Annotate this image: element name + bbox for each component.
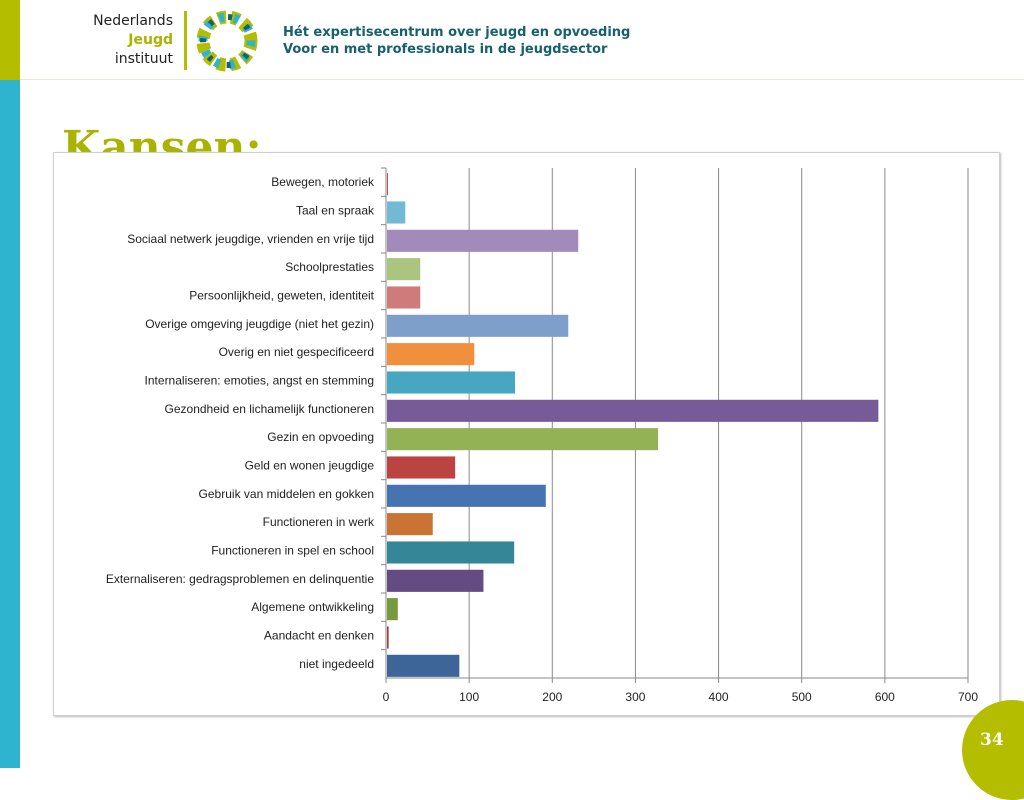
bar <box>387 428 659 451</box>
bar <box>387 569 484 592</box>
y-category-label: Geld en wonen jeugdige <box>245 459 375 473</box>
logo-emblem-icon <box>196 10 258 72</box>
bar <box>387 541 515 564</box>
chart-container: 0 100 200 300 400 500 600 700 Bewegen, motoriek T… <box>53 152 1000 716</box>
y-category-label: Gezondheid en lichamelijk functioneren <box>165 402 374 416</box>
y-category-label: Functioneren in spel en school <box>211 544 374 558</box>
bar <box>387 456 456 479</box>
bar <box>387 286 421 309</box>
y-category-label: Bewegen, motoriek <box>271 175 375 189</box>
x-tick-label: 100 <box>459 690 479 704</box>
x-tick-label: 200 <box>542 690 562 704</box>
x-tick-label: 300 <box>625 690 645 704</box>
x-tick-label: 0 <box>383 690 390 704</box>
y-category-label: Schoolprestaties <box>285 260 374 274</box>
logo-text: Nederlands Jeugd instituut <box>80 12 173 69</box>
y-category-label: Gebruik van middelen en gokken <box>199 487 374 501</box>
y-category-label: Functioneren in werk <box>263 515 375 529</box>
y-category-label: Algemene ontwikkeling <box>251 600 374 614</box>
bar <box>387 513 433 536</box>
tagline-line: Voor en met professionals in de jeugdsec… <box>283 42 608 57</box>
logo-divider <box>184 11 187 70</box>
y-category-label: Taal en spraak <box>296 204 375 218</box>
y-category-label: Overige omgeving jeugdige (niet het gezi… <box>145 317 374 331</box>
header-divider <box>20 79 1024 80</box>
bar <box>387 229 579 252</box>
y-category-label: Internaliseren: emoties, angst en stemmi… <box>145 374 374 388</box>
bar <box>387 314 569 337</box>
y-category-label: Sociaal netwerk jeugdige, vrienden en vr… <box>127 232 374 246</box>
bar <box>387 371 516 394</box>
logo-line: Nederlands <box>93 13 173 29</box>
bar <box>387 201 406 224</box>
y-category-label: Externaliseren: gedragsproblemen en deli… <box>106 572 375 586</box>
bar <box>387 654 460 677</box>
tagline-line: Hét expertisecentrum over jeugd en opvoe… <box>283 25 631 40</box>
bar <box>387 343 475 366</box>
x-tick-label: 600 <box>875 690 895 704</box>
page-number: 34 <box>980 730 1004 750</box>
y-category-label: Aandacht en denken <box>264 629 374 643</box>
bar <box>387 173 388 196</box>
y-category-label: Gezin en opvoeding <box>267 430 374 444</box>
logo-line: Jeugd <box>128 32 173 48</box>
x-tick-label: 500 <box>792 690 812 704</box>
x-tick-label: 400 <box>709 690 729 704</box>
logo-line: instituut <box>114 51 173 67</box>
bar <box>387 399 879 422</box>
tagline: Hét expertisecentrum over jeugd en opvoe… <box>283 24 630 58</box>
y-category-label: Overig en niet gespecificeerd <box>219 345 374 359</box>
bar <box>387 598 398 621</box>
bar <box>387 626 389 649</box>
bar <box>387 484 546 507</box>
accent-bar-olive <box>0 0 20 80</box>
y-category-label: Persoonlijkheid, geweten, identiteit <box>189 289 374 303</box>
bar <box>387 258 421 281</box>
bar-chart: 0 100 200 300 400 500 600 700 Bewegen, motoriek T… <box>106 167 978 704</box>
y-category-label: niet ingedeeld <box>299 657 374 671</box>
accent-bar-teal <box>0 80 20 768</box>
x-tick-label: 700 <box>958 690 978 704</box>
